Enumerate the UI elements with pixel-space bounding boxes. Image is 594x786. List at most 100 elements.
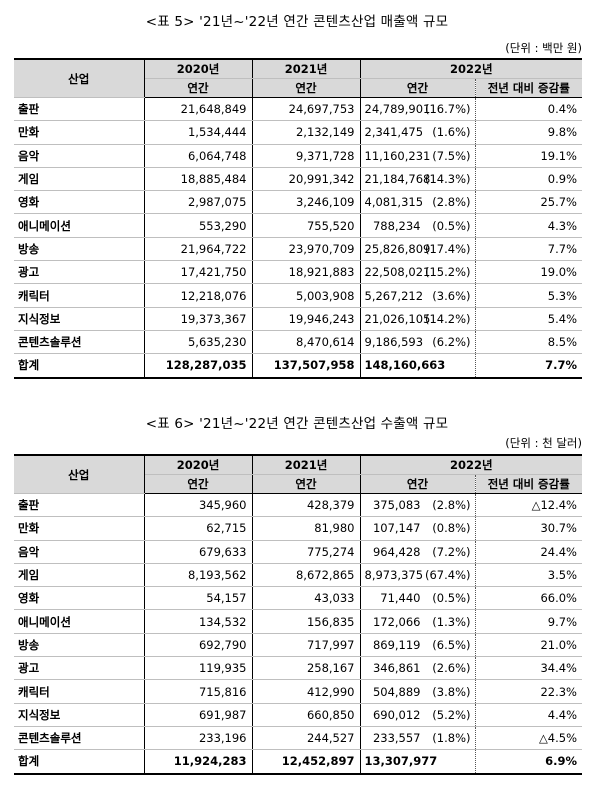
value-2021-cell: 8,672,865 (252, 563, 361, 588)
value-2022: 21,026,105 (364, 311, 431, 326)
value-2020-cell: 692,790 (144, 633, 253, 658)
value-2020-cell: 691,987 (144, 703, 253, 727)
value-2021-cell: 717,997 (252, 633, 361, 658)
table-row: 만화 1,534,444 2,132,149 2,341,475 (1.6%) 9.8% (14, 120, 582, 145)
value-2020-cell: 18,885,484 (144, 167, 253, 192)
industry-cell: 지식정보 (14, 703, 145, 727)
header-2020-annual: 연간 (144, 474, 253, 494)
value-2021-cell: 18,921,883 (252, 260, 361, 285)
value-2020-cell: 119,935 (144, 656, 253, 681)
value-2022: 11,160,231 (364, 148, 431, 163)
table-row: 캐릭터 12,218,076 5,003,908 5,267,212 (3.6%) 5.3… (14, 283, 582, 308)
industry-cell: 지식정보 (14, 307, 145, 331)
value-2021-cell: 2,132,149 (252, 120, 361, 145)
value-2022: 5,267,212 (364, 288, 424, 303)
industry-cell: 애니메이션 (14, 213, 145, 238)
value-2020-cell: 679,633 (144, 540, 253, 564)
value-2021-cell: 24,697,753 (252, 97, 361, 122)
table-row: 게임 8,193,562 8,672,865 8,973,375 (67.4%) 3.5% (14, 563, 582, 588)
value-2020-cell: 12,218,076 (144, 283, 253, 308)
value-2021-cell: 8,470,614 (252, 330, 361, 355)
value-2021-cell: 660,850 (252, 703, 361, 727)
value-2022-cell: 233,557 (1.8%) (360, 726, 476, 751)
industry-cell: 방송 (14, 633, 145, 658)
share-2022: (5.2%) (432, 707, 471, 722)
share-2022: (15.2%) (424, 265, 471, 280)
value-2022: 8,973,375 (364, 568, 424, 583)
yoy-cell: 6.9% (475, 749, 582, 775)
value-2022-cell: 22,508,021(15.2%) (360, 260, 476, 285)
value-2020-cell: 128,287,035 (144, 353, 253, 379)
value-2022: 375,083 (372, 498, 421, 513)
yoy-cell: △12.4% (475, 493, 582, 518)
yoy-cell: 30.7% (475, 516, 582, 541)
share-2022: (0.8%) (432, 521, 471, 536)
value-2021-cell: 428,379 (252, 493, 361, 518)
header-2022-annual: 연간 (360, 474, 476, 494)
share-2022: (7.2%) (432, 544, 471, 559)
header-2020: 2020년 (144, 59, 253, 79)
value-2020-cell: 6,064,748 (144, 144, 253, 168)
table6: 산업 2020년 2021년 2022년 연간 연간 연간 전년 대비 증감률 … (14, 454, 582, 775)
yoy-cell: 5.3% (475, 283, 582, 308)
value-2021-cell: 412,990 (252, 679, 361, 704)
table-row: 캐릭터 715,816 412,990 504,889 (3.8%) 22.3% (14, 679, 582, 704)
value-2022-cell: 4,081,315 (2.8%) (360, 190, 476, 215)
table-row: 지식정보 691,987 660,850 690,012 (5.2%) 4.4% (14, 703, 582, 727)
header-2021-annual: 연간 (252, 78, 361, 98)
share-2022: (7.5%) (432, 148, 471, 163)
header-2022-annual: 연간 (360, 78, 476, 98)
industry-cell: 영화 (14, 190, 145, 215)
value-2021-cell: 81,980 (252, 516, 361, 541)
value-2020-cell: 2,987,075 (144, 190, 253, 215)
value-2021-cell: 23,970,709 (252, 237, 361, 262)
value-2022: 13,307,977 (364, 754, 438, 769)
industry-cell: 콘텐츠솔루션 (14, 330, 145, 355)
table6-unit: (단위 : 천 달러) (505, 436, 582, 450)
share-2022: (0.5%) (432, 218, 471, 233)
yoy-cell: 19.0% (475, 260, 582, 285)
value-2022-cell: 5,267,212 (3.6%) (360, 283, 476, 308)
yoy-cell: 4.4% (475, 703, 582, 727)
table-row: 광고 119,935 258,167 346,861 (2.6%) 34.4% (14, 656, 582, 681)
yoy-cell: 7.7% (475, 353, 582, 379)
share-2022: (14.2%) (424, 311, 471, 326)
value-2022: 148,160,663 (364, 358, 446, 373)
value-2022: 24,789,901 (364, 102, 431, 117)
value-2022-cell: 172,066 (1.3%) (360, 609, 476, 634)
table-row: 애니메이션 553,290 755,520 788,234 (0.5%) 4.3% (14, 213, 582, 238)
yoy-cell: △4.5% (475, 726, 582, 751)
table5-caption: <표 5> '21년~'22년 연간 콘텐츠산업 매출액 규모 (145, 14, 449, 30)
industry-cell: 애니메이션 (14, 609, 145, 634)
table-row: 음악 6,064,748 9,371,728 11,160,231 (7.5%) 19.1… (14, 144, 582, 168)
value-2022: 172,066 (372, 614, 421, 629)
table-row: 영화 54,157 43,033 71,440 (0.5%) 66.0% (14, 586, 582, 611)
share-2022: (6.2%) (432, 335, 471, 350)
value-2022-cell: 71,440 (0.5%) (360, 586, 476, 611)
value-2020-cell: 21,648,849 (144, 97, 253, 122)
yoy-cell: 22.3% (475, 679, 582, 704)
yoy-cell: 4.3% (475, 213, 582, 238)
table-row: 방송 21,964,722 23,970,709 25,826,809(17.4%) 7… (14, 237, 582, 262)
value-2021-cell: 3,246,109 (252, 190, 361, 215)
table-row: 게임 18,885,484 20,991,342 21,184,768(14.3%) 0… (14, 167, 582, 192)
share-2022: (2.6%) (432, 661, 471, 676)
yoy-cell: 66.0% (475, 586, 582, 611)
share-2022: (17.4%) (424, 241, 471, 256)
value-2022: 9,186,593 (364, 335, 424, 350)
value-2022-cell: 24,789,901(16.7%) (360, 97, 476, 122)
yoy-cell: 5.4% (475, 307, 582, 331)
share-2022: (3.6%) (432, 288, 471, 303)
value-2022-cell: 690,012 (5.2%) (360, 703, 476, 727)
value-2022: 22,508,021 (364, 265, 431, 280)
industry-cell: 음악 (14, 144, 145, 168)
value-2020-cell: 11,924,283 (144, 749, 253, 775)
industry-cell: 콘텐츠솔루션 (14, 726, 145, 751)
share-2022: (16.7%) (424, 102, 471, 117)
total-row: 합계 128,287,035 137,507,958 148,160,663 7.7% (14, 353, 582, 379)
value-2020-cell: 233,196 (144, 726, 253, 751)
value-2020-cell: 17,421,750 (144, 260, 253, 285)
value-2021-cell: 258,167 (252, 656, 361, 681)
value-2021-cell: 156,835 (252, 609, 361, 634)
table-row: 음악 679,633 775,274 964,428 (7.2%) 24.4% (14, 540, 582, 564)
